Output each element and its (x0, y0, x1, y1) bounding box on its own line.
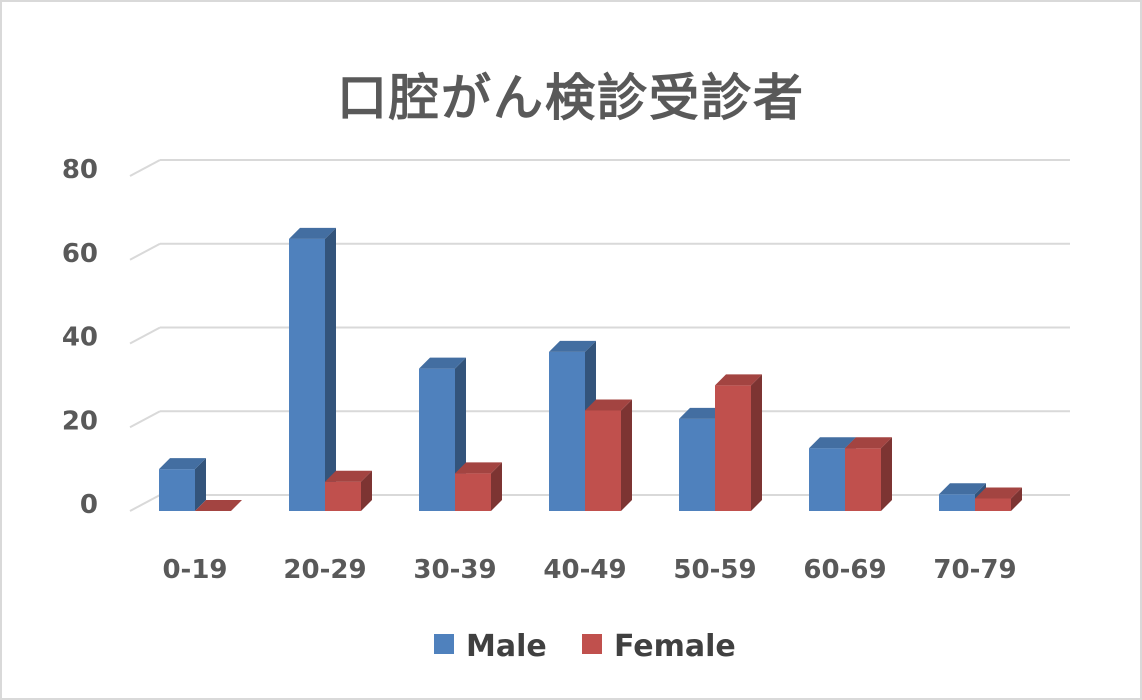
bar-top (679, 407, 726, 419)
x-tick-label: 30-39 (413, 555, 496, 585)
x-tick-label: 40-49 (543, 555, 626, 585)
legend-swatch (582, 634, 602, 654)
x-tick-label: 20-29 (283, 555, 366, 585)
bar-front (939, 494, 975, 511)
bar-top (325, 470, 372, 482)
bar-front (549, 351, 585, 511)
y-tick-label: 40 (62, 323, 98, 353)
bar-front (159, 469, 195, 511)
y-tick-label: 20 (62, 406, 98, 436)
bar-top (159, 458, 206, 470)
bar-side (621, 399, 632, 511)
bar-front (585, 410, 621, 511)
bar-top (845, 437, 892, 449)
bar-front (809, 448, 845, 511)
bar-side (491, 462, 502, 511)
bar-front (325, 481, 361, 511)
bar-top (809, 437, 856, 449)
gridline-side (129, 242, 161, 261)
bar-top (585, 399, 632, 411)
bar-side (195, 458, 206, 511)
bar-front (845, 448, 881, 511)
bar-side (325, 227, 336, 511)
gridline-side (129, 159, 161, 177)
legend-label: Female (614, 629, 736, 664)
y-tick-label: 80 (62, 155, 98, 185)
chart-title: 口腔がん検診受診者 (337, 69, 805, 127)
legend-swatch (434, 634, 454, 654)
bar-side (751, 374, 762, 511)
bar-side (361, 470, 372, 511)
x-tick-label: 50-59 (673, 555, 756, 585)
bar-front (455, 473, 491, 511)
gridline-side (129, 410, 161, 429)
bar-front (289, 238, 325, 511)
x-tick-label: 60-69 (803, 555, 886, 585)
x-tick-label: 70-79 (933, 555, 1016, 585)
bar-side (881, 437, 892, 511)
bar-top (715, 374, 762, 386)
bar-top (455, 462, 502, 474)
bar-front (975, 498, 1011, 511)
bar-top (419, 357, 466, 369)
gridline-side (129, 326, 161, 345)
bar-top (939, 483, 986, 495)
bar-front (419, 368, 455, 511)
bar-front (715, 385, 751, 511)
bar-top (975, 487, 1022, 499)
bar-top (549, 340, 596, 352)
y-tick-label: 60 (62, 239, 98, 269)
bar-front (679, 418, 715, 511)
bar-top (195, 500, 242, 511)
y-tick-label: 0 (80, 490, 98, 520)
x-tick-label: 0-19 (162, 555, 227, 585)
legend-label: Male (466, 629, 547, 664)
bar-side (1011, 487, 1022, 511)
gridline-side (129, 494, 161, 512)
bar-top (289, 227, 336, 239)
